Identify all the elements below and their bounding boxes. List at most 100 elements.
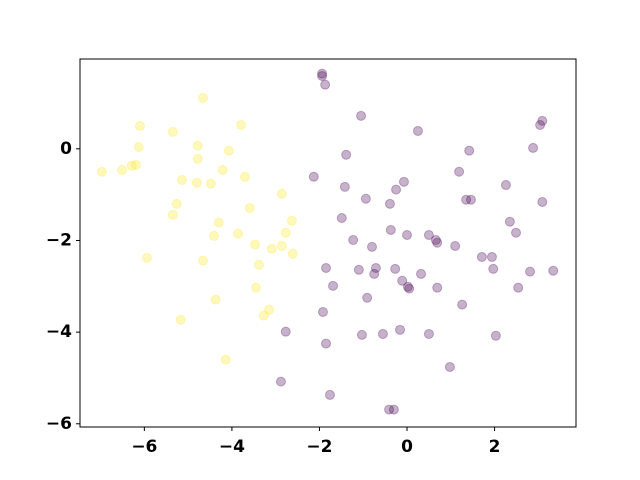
axes-frame: [79, 58, 577, 428]
point: [210, 294, 221, 305]
point: [205, 178, 216, 189]
point: [525, 266, 536, 277]
point: [280, 326, 291, 337]
y-tick-label: −4: [46, 322, 72, 342]
point: [131, 159, 142, 170]
point: [356, 110, 367, 121]
point: [308, 171, 319, 182]
point: [486, 251, 497, 262]
point: [444, 361, 455, 372]
point: [490, 330, 501, 341]
point: [177, 174, 188, 185]
point: [461, 194, 472, 205]
point: [336, 213, 347, 224]
point: [423, 328, 434, 339]
point: [412, 125, 423, 136]
point: [353, 264, 364, 275]
x-tick-label: −2: [306, 437, 332, 457]
point: [250, 239, 261, 250]
point: [377, 328, 388, 339]
point: [384, 404, 395, 415]
point: [192, 140, 203, 151]
point: [511, 227, 522, 238]
point: [240, 171, 251, 182]
point: [175, 314, 186, 325]
point: [233, 228, 244, 239]
point: [500, 180, 511, 191]
point: [320, 79, 331, 90]
point: [404, 283, 415, 294]
point: [126, 160, 137, 171]
point: [416, 268, 427, 279]
point: [488, 263, 499, 274]
point: [423, 229, 434, 240]
point: [390, 263, 401, 274]
point: [141, 252, 152, 263]
point: [341, 149, 352, 160]
point: [244, 202, 255, 213]
point: [198, 255, 209, 266]
point: [192, 153, 203, 164]
point: [276, 240, 287, 251]
point: [384, 198, 395, 209]
point: [133, 141, 144, 152]
point: [513, 282, 524, 293]
point: [369, 268, 380, 279]
y-tick-label: −2: [46, 230, 72, 250]
point: [464, 145, 475, 156]
point: [167, 126, 178, 137]
point: [432, 237, 443, 248]
point: [223, 145, 234, 156]
y-tick-label: −6: [46, 414, 72, 434]
point: [321, 262, 332, 273]
point: [348, 235, 359, 246]
point: [432, 282, 443, 293]
point: [537, 115, 548, 126]
point: [317, 68, 328, 79]
point: [391, 184, 402, 195]
x-tick-label: −6: [131, 437, 157, 457]
x-tick-label: 0: [401, 437, 413, 457]
point: [328, 280, 339, 291]
y-tick-label: 0: [60, 139, 72, 159]
point: [191, 177, 202, 188]
point: [402, 229, 413, 240]
point: [217, 164, 228, 175]
point: [134, 120, 145, 131]
point: [220, 354, 231, 365]
point: [213, 217, 224, 228]
point: [276, 188, 287, 199]
point: [317, 306, 328, 317]
point: [395, 324, 406, 335]
point: [388, 404, 399, 415]
point: [356, 329, 367, 340]
point: [360, 193, 371, 204]
point: [457, 299, 468, 310]
point: [430, 235, 441, 246]
point: [398, 176, 409, 187]
point: [254, 259, 265, 270]
point: [397, 275, 408, 286]
point: [250, 282, 261, 293]
point: [366, 241, 377, 252]
point: [321, 338, 332, 349]
point: [280, 227, 291, 238]
point: [537, 196, 548, 207]
x-tick-label: 2: [489, 437, 501, 457]
point: [528, 142, 539, 153]
point: [236, 119, 247, 130]
point: [198, 92, 209, 103]
point: [317, 70, 328, 81]
plot-area: [96, 68, 559, 415]
point: [476, 251, 487, 262]
point: [171, 198, 182, 209]
point: [548, 265, 559, 276]
x-tick-label: −4: [219, 437, 245, 457]
point: [370, 262, 381, 273]
point: [385, 224, 396, 235]
point: [339, 181, 350, 192]
point: [287, 248, 298, 259]
point: [258, 310, 269, 321]
